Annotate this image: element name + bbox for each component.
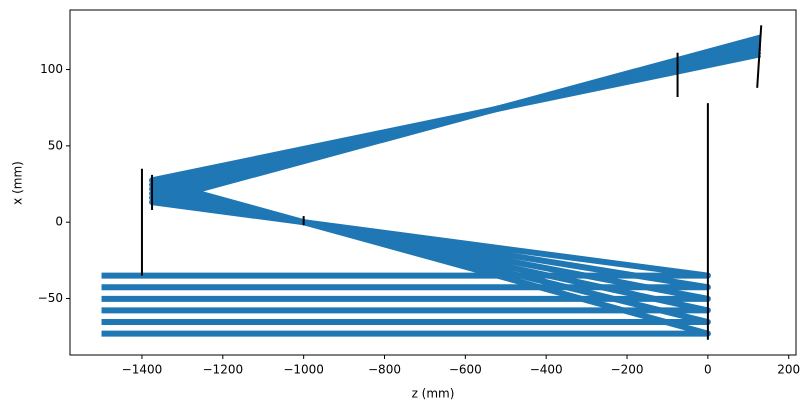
y-tick-label: −50 [38, 291, 63, 305]
x-tick-label: −1000 [283, 363, 324, 377]
x-tick-label: −1200 [203, 363, 244, 377]
y-axis-label: x (mm) [11, 161, 25, 205]
y-tick-label: 0 [55, 215, 63, 229]
x-tick-label: −200 [611, 363, 644, 377]
x-tick-label: −400 [530, 363, 563, 377]
plot-frame [69, 9, 797, 356]
ray-path [101, 51, 762, 337]
x-tick-label: −1400 [122, 363, 163, 377]
y-tick-label: 50 [48, 138, 63, 152]
x-tick-label: −800 [368, 363, 401, 377]
ray-path [756, 25, 763, 88]
x-axis-label: z (mm) [412, 387, 455, 401]
x-tick-label: 0 [704, 363, 712, 377]
y-tick-label: 100 [40, 62, 63, 76]
x-tick-label: −600 [449, 363, 482, 377]
x-tick-label: 200 [777, 363, 800, 377]
